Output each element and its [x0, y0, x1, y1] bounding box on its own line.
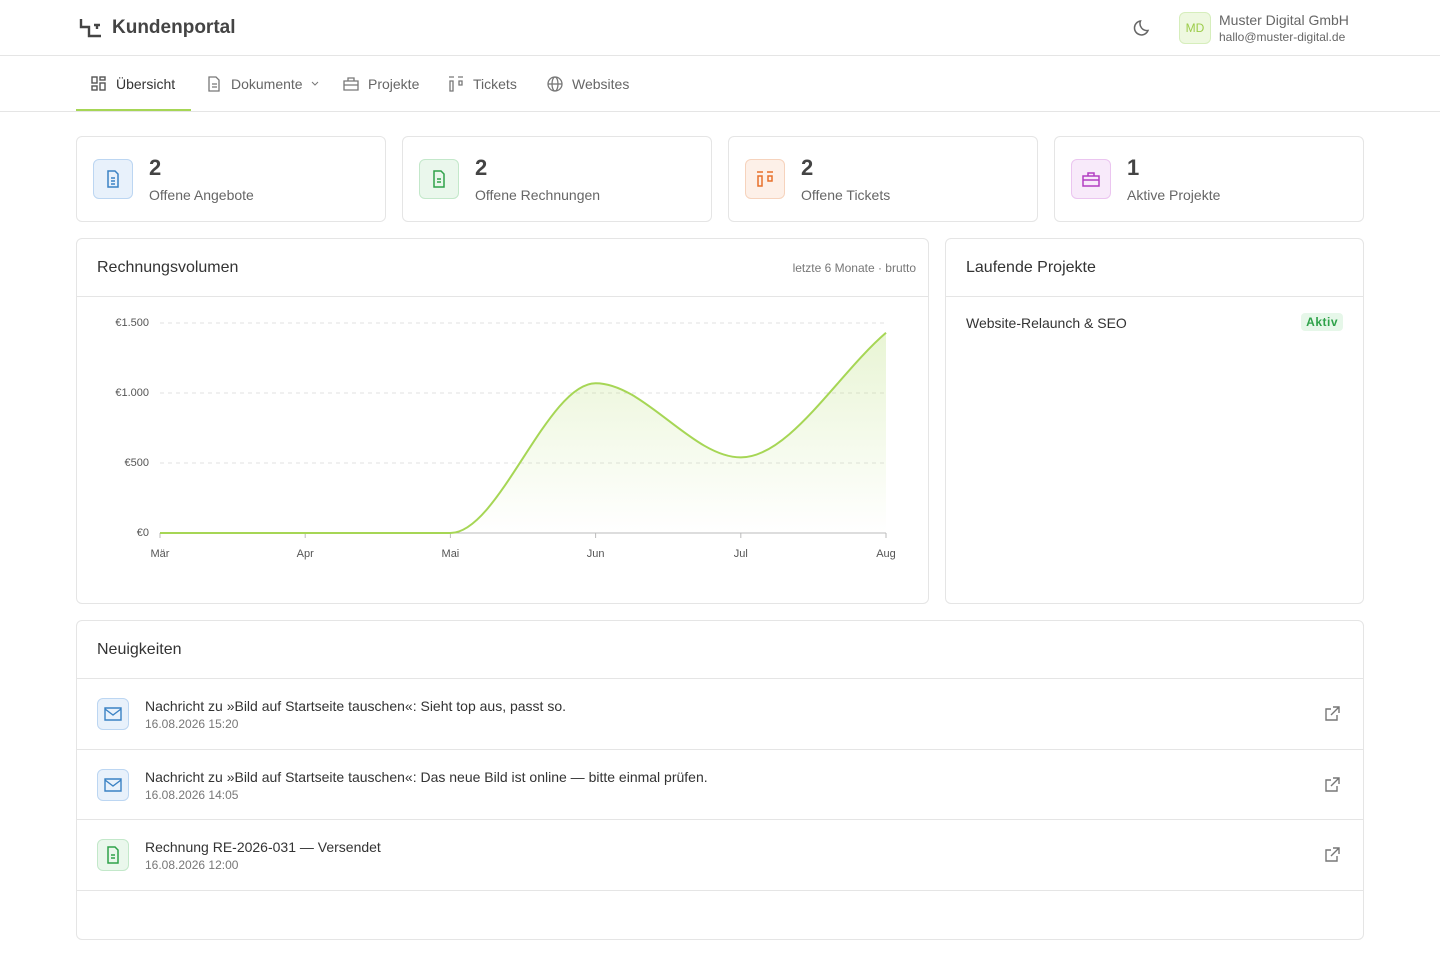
news-title: Neuigkeiten [97, 641, 182, 658]
y-tick-label: €500 [125, 457, 149, 469]
x-tick-label: Apr [297, 548, 314, 560]
area [160, 332, 886, 533]
x-tick-label: Mär [151, 548, 170, 560]
stat-value: 2 [149, 155, 162, 180]
stat-value: 1 [1127, 155, 1140, 180]
news-text: Nachricht zu »Bild auf Startseite tausch… [145, 698, 567, 714]
news-row[interactable]: Rechnung RE-2026-031 — Versendet 16.08.20… [77, 819, 1363, 890]
y-tick-label: €1.000 [115, 387, 149, 399]
chart-subtitle: letzte 6 Monate · brutto [792, 261, 916, 275]
news-date: 16.08.2026 14:05 [145, 788, 239, 802]
stat-value: 2 [475, 155, 488, 180]
company: Muster Digital GmbH [1219, 12, 1349, 28]
stat-card[interactable]: 2 Offene Angebote [76, 136, 386, 222]
nav-label: Übersicht [116, 76, 176, 92]
nav-label: Tickets [473, 76, 517, 92]
nav-active [76, 109, 191, 111]
stat-label: Offene Rechnungen [475, 187, 601, 203]
stat-icon [93, 159, 133, 199]
project-status: Aktiv [1301, 313, 1343, 331]
news-icon [97, 769, 129, 801]
stat-icon [419, 159, 459, 199]
news-row[interactable]: Nachricht zu »Bild auf Startseite tausch… [77, 749, 1363, 820]
chart: €0 €500 €1.000 €1.500 Mär Apr Mai Jun Jul Aug [115, 317, 896, 560]
x-tick-label: Aug [876, 548, 896, 560]
nav-item[interactable]: Dokumente [205, 56, 319, 112]
news-date: 16.08.2026 12:00 [145, 858, 239, 872]
projects-card: Laufende Projekte Website-Relaunch & SEO… [945, 238, 1364, 604]
y-tick-label: €0 [137, 527, 149, 539]
divider [946, 296, 1363, 297]
y-tick-label: €1.500 [115, 317, 149, 329]
logo [79, 19, 101, 38]
nav-label: Websites [572, 76, 630, 92]
nav-item[interactable]: Tickets [447, 56, 517, 112]
stat-label: Offene Angebote [149, 187, 254, 203]
open-link[interactable] [1323, 705, 1341, 723]
stat-label: Aktive Projekte [1127, 187, 1221, 203]
stat-label: Offene Tickets [801, 187, 891, 203]
stat-card[interactable]: 1 Aktive Projekte [1054, 136, 1364, 222]
news-text: Nachricht zu »Bild auf Startseite tausch… [145, 769, 708, 785]
header: Kundenportal MD Muster Digital GmbH hall… [0, 0, 1440, 56]
email: hallo@muster-digital.de [1219, 30, 1346, 44]
nav: Übersicht Dokumente Projekte Tickets Web… [0, 56, 1440, 112]
open-link[interactable] [1323, 846, 1341, 864]
brand: Kundenportal [112, 17, 236, 38]
news-text: Rechnung RE-2026-031 — Versendet [145, 839, 381, 855]
x-tick-label: Mai [442, 548, 460, 560]
news-icon [97, 839, 129, 871]
avatar[interactable]: MD [1179, 12, 1211, 44]
stat-card[interactable]: 2 Offene Rechnungen [402, 136, 712, 222]
x-tick-label: Jul [734, 548, 748, 560]
nav-item[interactable]: Übersicht [90, 56, 175, 112]
line [160, 332, 887, 534]
news-card: Neuigkeiten Nachricht zu »Bild auf Start… [76, 620, 1364, 940]
page: Kundenportal MD Muster Digital GmbH hall… [0, 0, 1440, 940]
chart-title: Rechnungsvolumen [97, 259, 239, 276]
x-tick-label: Jun [587, 548, 605, 560]
project-name[interactable]: Website-Relaunch & SEO [966, 315, 1127, 331]
stat-value: 2 [801, 155, 814, 180]
nav-label: Dokumente [231, 76, 303, 92]
nav-label: Projekte [368, 76, 420, 92]
news-icon [97, 698, 129, 730]
open-link[interactable] [1323, 776, 1341, 794]
news-row[interactable]: Nachricht zu »Bild auf Startseite tausch… [77, 678, 1363, 749]
divider [77, 296, 928, 297]
projects-title: Laufende Projekte [966, 259, 1096, 276]
stat-icon [1071, 159, 1111, 199]
chart-card: Rechnungsvolumen letzte 6 Monate · brutt… [76, 238, 929, 604]
stat-icon [745, 159, 785, 199]
stat-card[interactable]: 2 Offene Tickets [728, 136, 1038, 222]
nav-item[interactable]: Websites [546, 56, 629, 112]
nav-item[interactable]: Projekte [342, 56, 419, 112]
theme-toggle[interactable] [1133, 18, 1153, 38]
news-date: 16.08.2026 15:20 [145, 717, 239, 731]
news-row[interactable] [77, 890, 1363, 961]
